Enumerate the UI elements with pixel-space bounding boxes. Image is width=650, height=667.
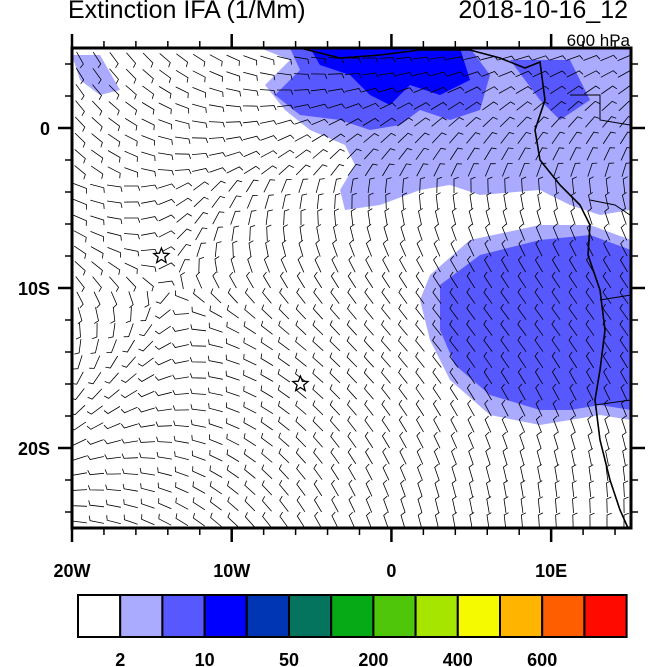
colorbar-swatch bbox=[245, 594, 291, 638]
colorbar-swatch bbox=[583, 594, 628, 638]
lat-tick-label: 0 bbox=[40, 119, 50, 139]
extinction-fill bbox=[72, 48, 631, 425]
colorbar-swatch bbox=[414, 594, 459, 638]
extinction-region bbox=[72, 48, 630, 215]
plot-title: Extinction IFA (1/Mm) bbox=[68, 0, 306, 24]
wind-barbs bbox=[72, 51, 631, 528]
lon-tick-label: 0 bbox=[386, 561, 396, 581]
colorbar-swatch bbox=[372, 594, 417, 638]
plot-date: 2018-10-16_12 bbox=[458, 0, 628, 24]
colorbar-swatch bbox=[203, 594, 248, 638]
colorbar-swatch bbox=[499, 594, 544, 638]
colorbar-swatch bbox=[161, 594, 206, 638]
star-marker bbox=[152, 246, 171, 264]
colorbar: 2 10 50 200 400 600 bbox=[77, 594, 628, 667]
extinction-region bbox=[440, 235, 631, 410]
lon-tick-label: 10E bbox=[535, 561, 567, 581]
colorbar-label: 400 bbox=[443, 650, 473, 667]
border-path bbox=[570, 94, 631, 406]
extinction-region bbox=[510, 60, 590, 120]
coastline bbox=[299, 48, 631, 528]
colorbar-swatch bbox=[330, 594, 375, 638]
colorbar-swatch bbox=[288, 594, 333, 638]
colorbar-label: 200 bbox=[358, 650, 388, 667]
colorbar-swatch bbox=[456, 594, 501, 638]
colorbar-label: 2 bbox=[115, 650, 125, 667]
coastline-path bbox=[299, 48, 629, 528]
axis-ticks: 20W 10W 0 10E 0 10S 20S bbox=[18, 34, 645, 581]
colorbar-label: 600 bbox=[527, 650, 557, 667]
wind-barb-field bbox=[72, 51, 631, 528]
lon-tick-label: 10W bbox=[213, 561, 250, 581]
colorbar-swatch bbox=[77, 594, 122, 638]
star-marker bbox=[291, 374, 310, 392]
extinction-region bbox=[72, 55, 120, 95]
markers bbox=[152, 246, 310, 392]
lon-tick-label: 20W bbox=[53, 561, 90, 581]
colorbar-swatch bbox=[119, 594, 164, 638]
lat-tick-label: 20S bbox=[18, 439, 50, 459]
lat-tick-label: 10S bbox=[18, 279, 50, 299]
colorbar-label: 10 bbox=[195, 650, 215, 667]
colorbar-swatch bbox=[541, 594, 586, 638]
colorbar-label: 50 bbox=[279, 650, 299, 667]
